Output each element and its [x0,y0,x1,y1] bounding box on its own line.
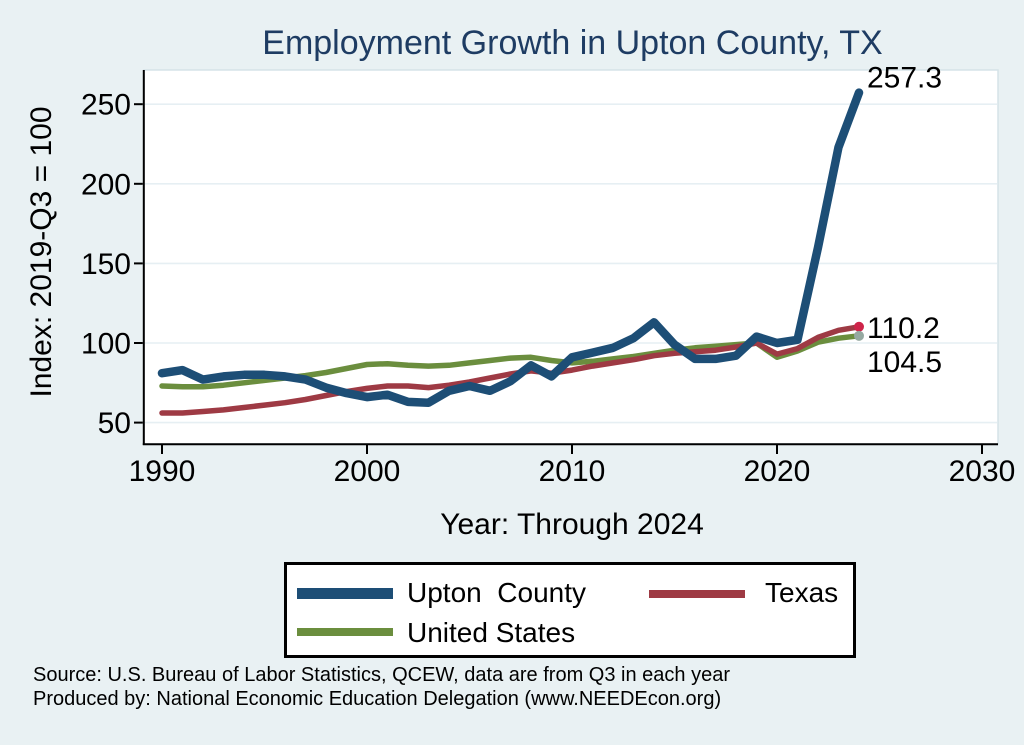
series-end-label: 257.3 [867,62,942,95]
series-end-marker [854,330,864,341]
x-tick-label: 2010 [539,455,606,488]
legend-label-texas: Texas [765,577,839,608]
chart-canvas: 50 100 150 200 250 1990 2000 2010 2020 2030 257.3 1… [81,62,1016,488]
x-tick-label: 2030 [949,455,1016,488]
x-tick-label: 2020 [744,455,811,488]
source-note: Source: U.S. Bureau of Labor Statistics,… [33,663,730,711]
produced-by-line: Produced by: National Economic Education… [33,688,722,710]
legend: Upton County Texas United States [284,562,856,658]
y-tick-label: 50 [98,407,131,440]
legend-swatch-upton-county [297,588,393,599]
legend-label-upton-county: Upton County [407,577,586,608]
x-axis-title: Year: Through 2024 [440,508,704,541]
legend-label-united-states: United States [407,617,576,648]
x-tick-label: 1990 [129,455,196,488]
y-tick-label: 250 [81,89,131,122]
plot-area [143,69,999,445]
chart-title: Employment Growth in Upton County, TX [262,24,883,62]
series-end-marker [854,321,864,332]
source-line: Source: U.S. Bureau of Labor Statistics,… [33,664,730,686]
y-tick-label: 100 [81,328,131,361]
x-tick-label: 2000 [334,455,401,488]
y-tick-label: 150 [81,248,131,281]
legend-swatch-united-states [297,628,393,636]
series-line-0 [157,88,864,407]
series-end-label: 110.2 [867,312,940,345]
series-end-label: 104.5 [867,346,942,379]
legend-swatch-texas [649,590,745,598]
y-tick-label: 200 [81,168,131,201]
